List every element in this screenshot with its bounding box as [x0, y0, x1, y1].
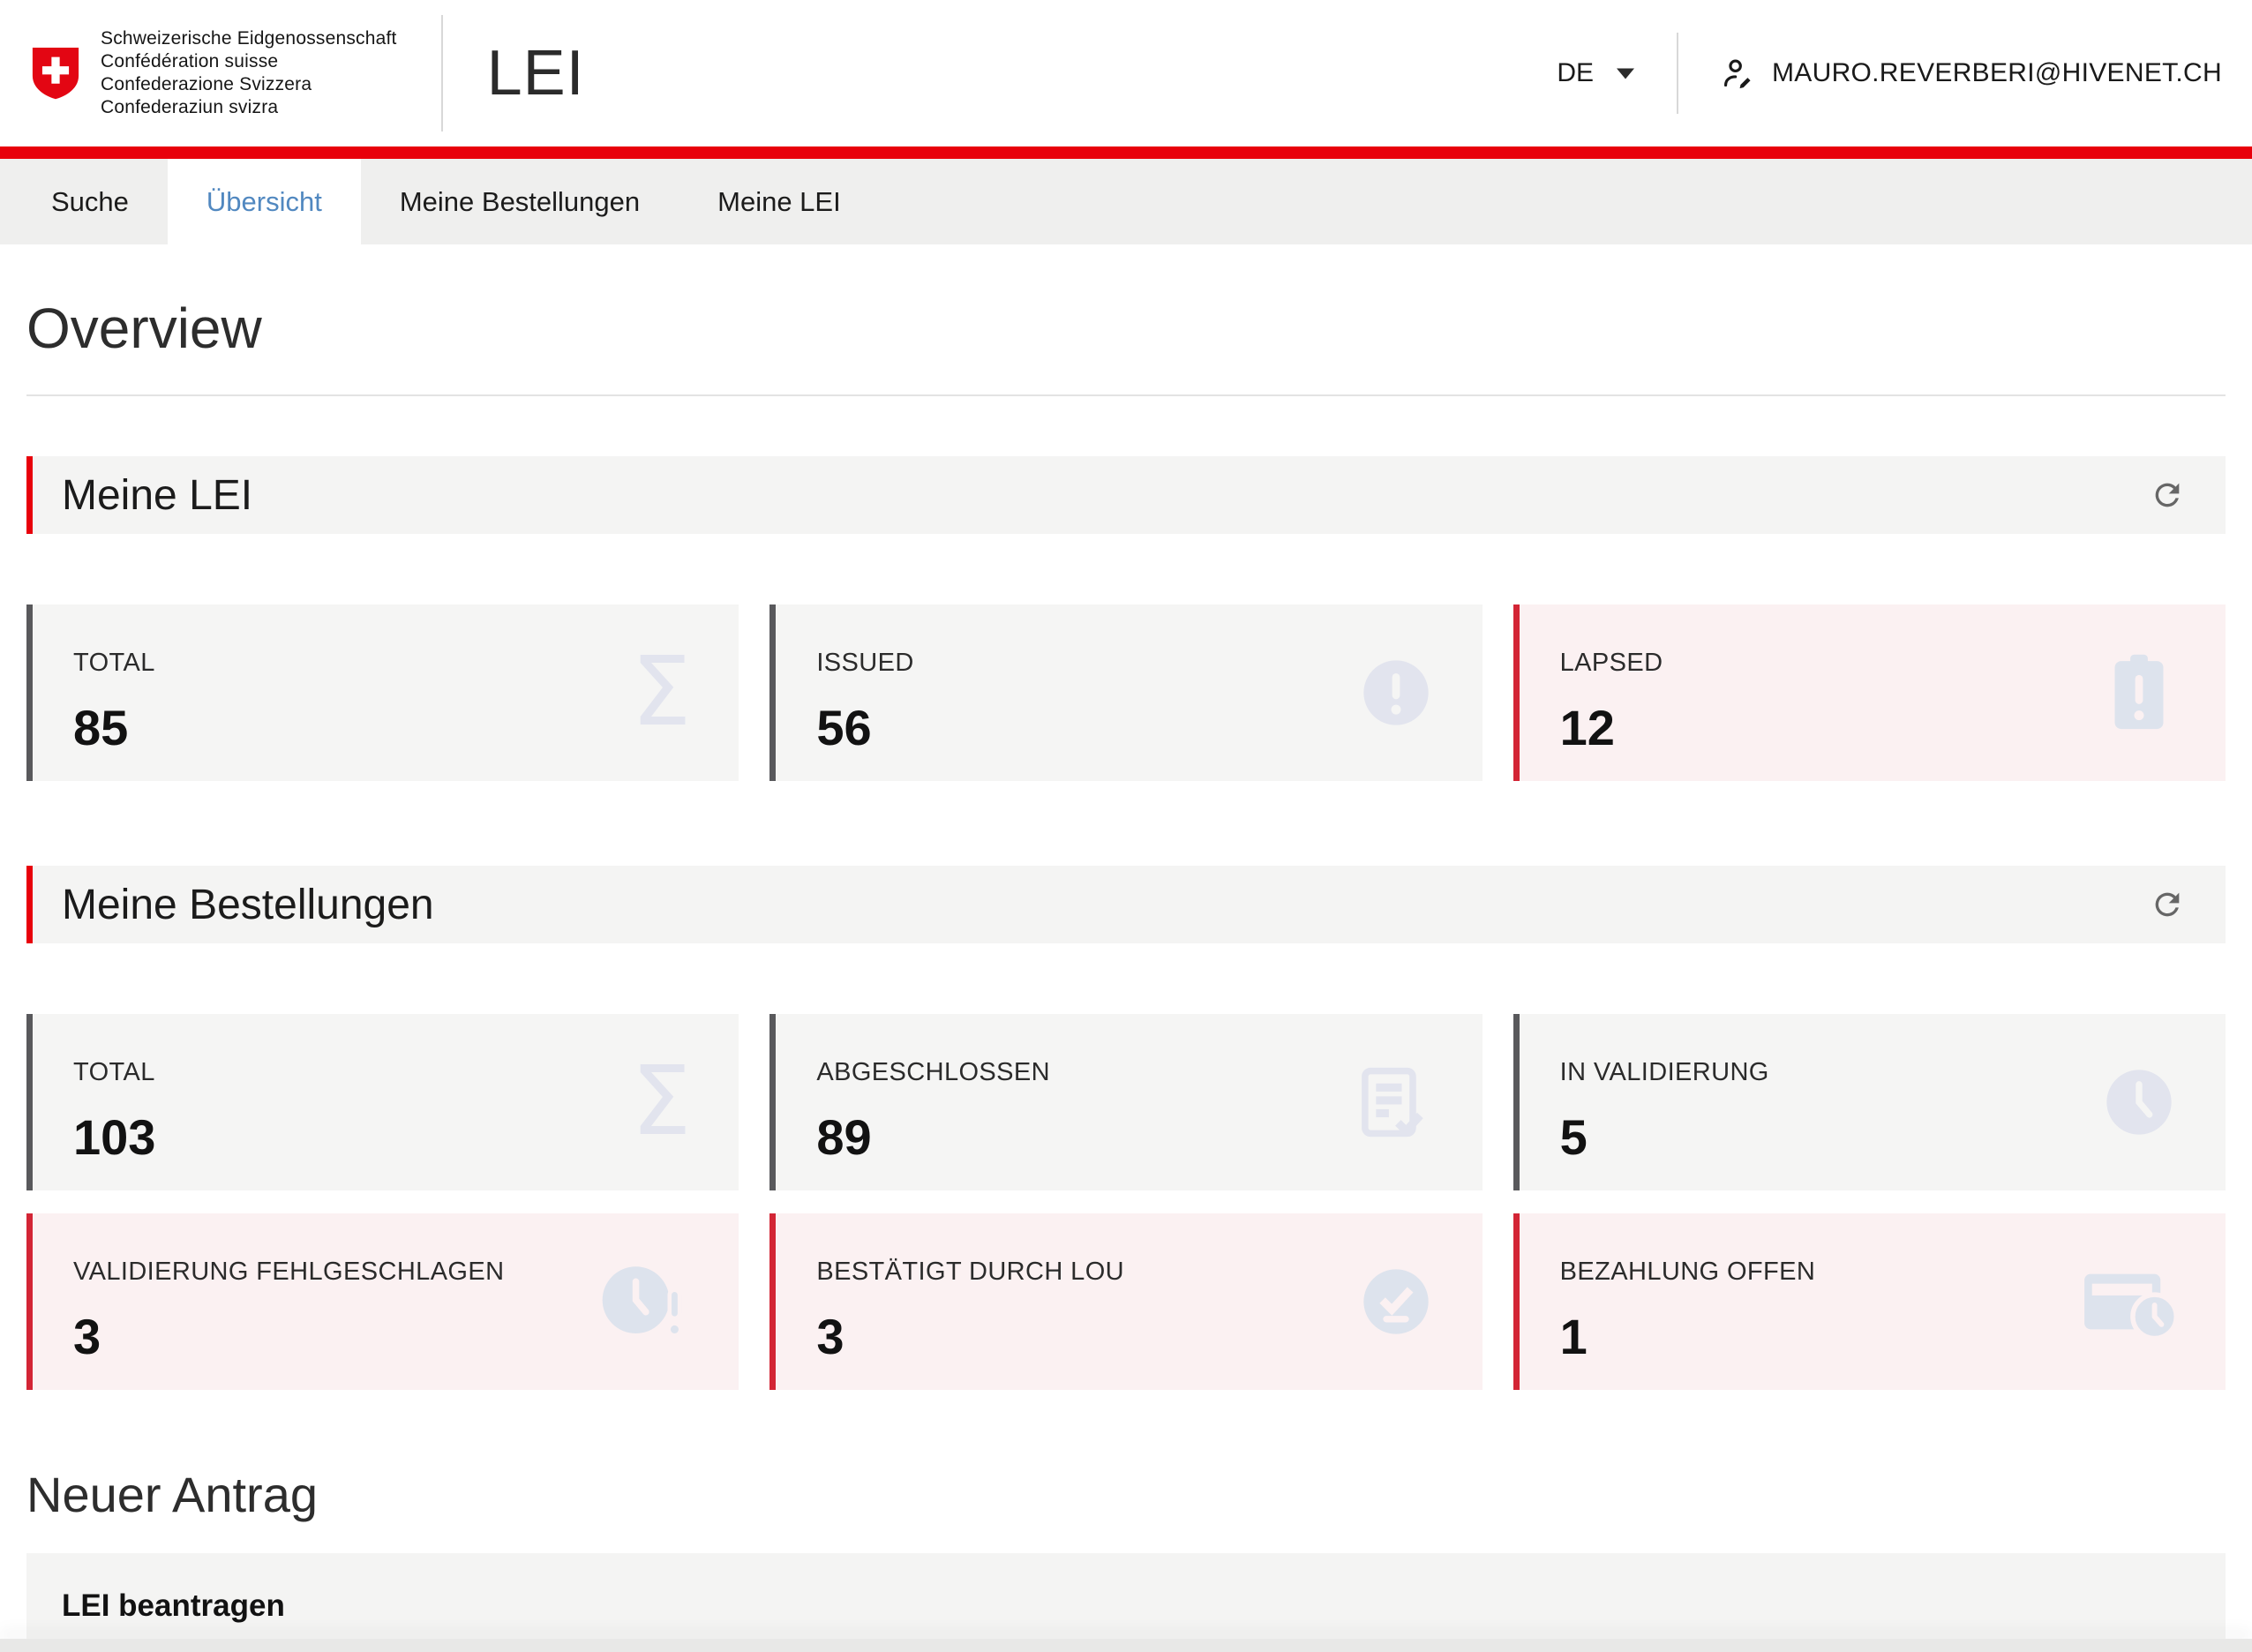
logo-line: Schweizerische Eidgenossenschaft	[101, 28, 397, 49]
kpi-card-total: TOTAL 85 Σ	[26, 604, 739, 781]
language-label[interactable]: DE	[1557, 58, 1594, 87]
kpi-label: LAPSED	[1559, 649, 1663, 677]
kpi-value: 103	[73, 1109, 156, 1165]
chevron-down-icon	[1617, 68, 1634, 79]
kpi-label: VALIDIERUNG FEHLGESCHLAGEN	[73, 1258, 505, 1286]
main-content: Overview Meine LEI TOTAL 85 Σ ISSUED 56	[0, 296, 2252, 1652]
kpi-label: BESTÄTIGT DURCH LOU	[816, 1258, 1124, 1286]
app-title: LEI	[486, 38, 585, 109]
refresh-icon	[2155, 892, 2180, 917]
kpi-value: 85	[73, 700, 129, 755]
title-divider	[26, 394, 2226, 396]
kpi-card-bezahlung-offen: BEZAHLUNG OFFEN 1	[1513, 1213, 2226, 1390]
kpi-card-validierung-fehlgeschlagen: VALIDIERUNG FEHLGESCHLAGEN 3	[26, 1213, 739, 1390]
clock-icon	[2100, 1063, 2178, 1141]
language-selector[interactable]: DE	[1557, 58, 1634, 88]
logo-wordmark: Schweizerische Eidgenossenschaft Confédé…	[101, 27, 397, 119]
clipboard-alert-icon	[2100, 650, 2178, 735]
section-title: Meine Bestellungen	[62, 881, 434, 928]
kpi-label: IN VALIDIERUNG	[1559, 1058, 1769, 1086]
kpi-card-grid: TOTAL 85 Σ ISSUED 56 LAPSED 12	[26, 604, 2226, 781]
section-header: Meine LEI	[26, 456, 2226, 534]
kpi-value: 12	[1559, 700, 1615, 755]
section-meine-lei: Meine LEI TOTAL 85 Σ ISSUED 56	[26, 456, 2226, 781]
user-edit-icon	[1723, 59, 1751, 89]
tab-uebersicht[interactable]: Übersicht	[167, 159, 361, 244]
kpi-value: 56	[816, 700, 872, 755]
footer-bar	[0, 1639, 2252, 1652]
tab-suche[interactable]: Suche	[51, 185, 129, 217]
logo-line: Confederazione Svizzera	[101, 74, 312, 94]
new-request-card-title: LEI beantragen	[62, 1588, 285, 1623]
logo-line: Confederaziun svizra	[101, 97, 279, 117]
user-menu[interactable]: MAURO.REVERBERI@HIVENET.CH	[1721, 56, 2222, 90]
header-divider	[1677, 33, 1678, 114]
header-divider	[440, 15, 443, 131]
swiss-shield-icon	[32, 48, 79, 100]
card-clock-icon	[2081, 1260, 2178, 1343]
kpi-card-in-validierung: IN VALIDIERUNG 5	[1513, 1014, 2226, 1190]
red-accent-bar	[0, 146, 2252, 159]
kpi-value: 3	[73, 1309, 101, 1364]
kpi-value: 1	[1559, 1309, 1588, 1364]
refresh-icon	[2155, 483, 2180, 507]
kpi-label: TOTAL	[73, 649, 155, 677]
header-actions: DE MAURO.REVERBERI@HIVENET.CH	[1557, 33, 2222, 114]
section-meine-bestellungen: Meine Bestellungen TOTAL 103 Σ ABGESCHLO…	[26, 866, 2226, 1390]
clock-alert-icon	[597, 1261, 691, 1342]
kpi-card-lapsed: LAPSED 12	[1513, 604, 2226, 781]
kpi-value: 89	[816, 1109, 872, 1165]
kpi-card-abgeschlossen: ABGESCHLOSSEN 89	[769, 1014, 1483, 1190]
kpi-card-grid: TOTAL 103 Σ ABGESCHLOSSEN 89	[26, 1014, 2226, 1390]
kpi-label: ISSUED	[816, 649, 914, 677]
check-circle-icon	[1357, 1263, 1435, 1340]
document-check-icon	[1347, 1058, 1435, 1146]
page-title: Overview	[26, 297, 262, 360]
refresh-button[interactable]	[2150, 477, 2185, 513]
sigma-icon: Σ	[631, 637, 692, 747]
swiss-confederation-logo[interactable]: Schweizerische Eidgenossenschaft Confédé…	[30, 27, 397, 119]
section-title: Meine LEI	[62, 471, 253, 519]
kpi-label: TOTAL	[73, 1058, 155, 1086]
refresh-button[interactable]	[2150, 887, 2185, 922]
kpi-value: 3	[816, 1309, 844, 1364]
logo-line: Confédération suisse	[101, 51, 279, 71]
kpi-card-bestaetigt-durch-lou: BESTÄTIGT DURCH LOU 3	[769, 1213, 1483, 1390]
kpi-label: ABGESCHLOSSEN	[816, 1058, 1050, 1086]
tab-meine-bestellungen[interactable]: Meine Bestellungen	[399, 185, 641, 217]
sigma-icon: Σ	[631, 1047, 692, 1157]
section-header: Meine Bestellungen	[26, 866, 2226, 943]
tab-meine-lei[interactable]: Meine LEI	[717, 185, 841, 217]
app-header: Schweizerische Eidgenossenschaft Confédé…	[0, 0, 2252, 146]
kpi-card-total: TOTAL 103 Σ	[26, 1014, 739, 1190]
kpi-value: 5	[1559, 1109, 1588, 1165]
new-request-title: Neuer Antrag	[26, 1467, 318, 1522]
exclamation-circle-icon	[1357, 654, 1435, 732]
main-nav: Suche Übersicht Meine Bestellungen Meine…	[0, 159, 2252, 244]
kpi-label: BEZAHLUNG OFFEN	[1559, 1258, 1816, 1286]
kpi-card-issued: ISSUED 56	[769, 604, 1483, 781]
new-request-card: LEI beantragen Beantragen Sie einen LEI …	[26, 1553, 2226, 1652]
user-email[interactable]: MAURO.REVERBERI@HIVENET.CH	[1772, 58, 2222, 87]
